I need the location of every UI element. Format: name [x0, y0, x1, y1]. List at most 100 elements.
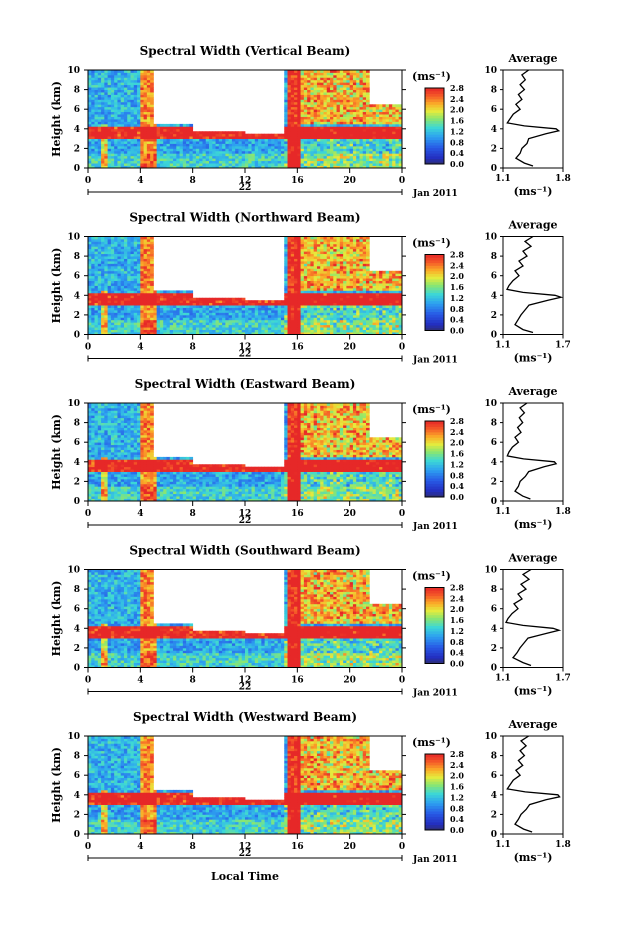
heatmap-cell — [159, 314, 164, 318]
heatmap-cell — [114, 106, 118, 110]
heatmap-cell — [333, 295, 337, 299]
heatmap-cell — [123, 246, 128, 250]
heatmap-cell — [91, 158, 95, 162]
heatmap-cell — [280, 165, 285, 169]
heatmap-cell — [199, 138, 203, 142]
heatmap-cell — [127, 270, 131, 274]
heatmap-cell — [297, 305, 301, 308]
heatmap-cell — [91, 251, 95, 255]
heatmap-cell — [186, 148, 190, 152]
heatmap-cell — [117, 106, 122, 110]
heatmap-cell — [88, 84, 92, 88]
heatmap-cell — [123, 317, 128, 321]
heatmap-cell — [258, 148, 262, 152]
heatmap-cell — [173, 165, 177, 169]
heatmap-cell — [248, 150, 252, 154]
heatmap-cell — [303, 89, 308, 93]
heatmap-cell — [153, 319, 158, 323]
heatmap-cell — [88, 133, 92, 137]
heatmap-cell — [130, 302, 135, 306]
heatmap-cell — [202, 136, 207, 139]
heatmap-cell — [169, 165, 174, 169]
heatmap-cell — [284, 297, 288, 301]
heatmap-cell — [159, 123, 164, 127]
heatmap-cell — [294, 116, 298, 120]
heatmap-cell — [153, 138, 158, 142]
heatmap-cell — [310, 72, 315, 76]
heatmap-cell — [274, 312, 279, 316]
heatmap-cell — [107, 82, 112, 86]
heatmap-cell — [94, 84, 99, 88]
heatmap-cell — [192, 297, 197, 301]
heatmap-cell — [150, 283, 154, 286]
heatmap-cell — [163, 314, 167, 318]
heatmap-cell — [91, 116, 95, 120]
heatmap-cell — [97, 270, 102, 274]
heatmap-cell — [294, 165, 298, 169]
heatmap-cell — [117, 290, 122, 294]
heatmap-cell — [241, 153, 246, 157]
heatmap-cell — [294, 158, 298, 162]
heatmap-cell — [333, 138, 337, 142]
heatmap-cell — [137, 106, 141, 110]
heatmap-cell — [120, 243, 125, 247]
heatmap-cell — [261, 165, 266, 169]
heatmap-cell — [303, 150, 308, 154]
heatmap-cell — [372, 141, 377, 144]
heatmap-cell — [375, 136, 380, 139]
heatmap-cell — [94, 106, 99, 110]
heatmap-cell — [159, 138, 164, 142]
heatmap-cell — [323, 290, 328, 294]
heatmap-cell — [336, 329, 341, 333]
heatmap-cell — [271, 310, 275, 313]
heatmap-cell — [97, 290, 102, 294]
heatmap-cell — [140, 111, 144, 115]
heatmap-cell — [369, 116, 373, 120]
heatmap-cell — [137, 290, 141, 294]
heatmap-cell — [238, 145, 243, 149]
heatmap-cell — [137, 310, 141, 313]
heatmap-cell — [330, 241, 334, 245]
heatmap-cell — [107, 253, 112, 257]
heatmap-cell — [166, 138, 171, 142]
heatmap-cell — [277, 141, 282, 144]
heatmap-cell — [310, 165, 315, 169]
heatmap-cell — [163, 153, 167, 157]
heatmap-cell — [166, 324, 171, 328]
heatmap-cell — [94, 74, 99, 78]
heatmap-cell — [120, 295, 125, 299]
heatmap-cell — [228, 165, 233, 169]
heatmap-cell — [300, 261, 305, 264]
heatmap-cell — [316, 300, 321, 304]
heatmap-cell — [294, 295, 298, 299]
heatmap-cell — [101, 295, 105, 299]
heatmap-cell — [176, 290, 180, 294]
heatmap-cell — [300, 84, 305, 88]
heatmap-cell — [104, 256, 109, 259]
heatmap-cell — [245, 319, 249, 323]
heatmap-cell — [101, 329, 105, 333]
heatmap-cell — [316, 116, 321, 120]
heatmap-cell — [110, 243, 115, 247]
heatmap-cell — [215, 148, 220, 152]
heatmap-cell — [114, 307, 118, 311]
heatmap-cell — [130, 155, 135, 159]
heatmap-cell — [330, 155, 334, 159]
heatmap-cell — [287, 243, 292, 247]
heatmap-cell — [88, 163, 92, 166]
heatmap-cell — [333, 92, 337, 95]
heatmap-cell — [222, 300, 226, 304]
heatmap-cell — [382, 114, 387, 117]
heatmap-cell — [189, 317, 194, 321]
heatmap-cell — [323, 153, 328, 157]
heatmap-cell — [166, 319, 171, 323]
heatmap-cell — [94, 261, 99, 264]
heatmap-cell — [287, 263, 292, 267]
heatmap-cell — [297, 145, 301, 149]
heatmap-cell — [290, 150, 295, 154]
heatmap-cell — [202, 312, 207, 316]
heatmap-cell — [241, 145, 246, 149]
heatmap-cell — [140, 243, 144, 247]
heatmap-cell — [97, 96, 102, 100]
heatmap-cell — [133, 246, 138, 250]
